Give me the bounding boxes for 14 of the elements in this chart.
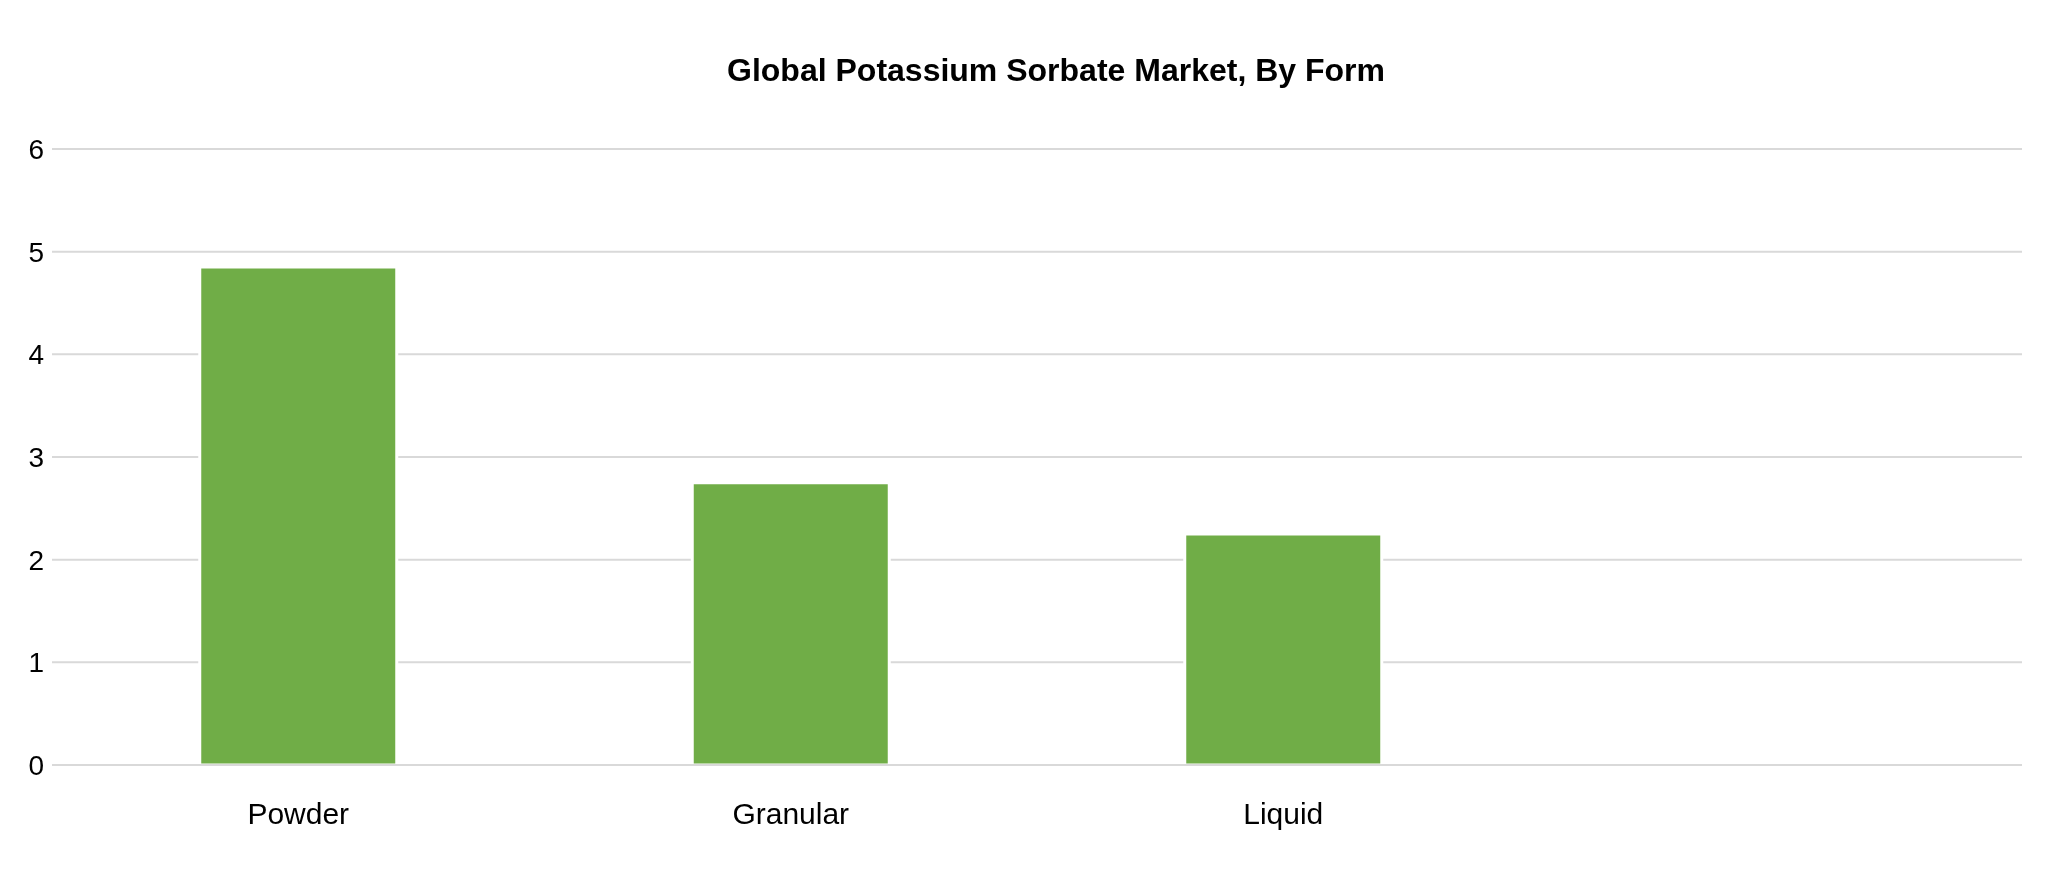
x-tick-label: Powder — [247, 797, 350, 831]
x-tick-label: Granular — [732, 797, 850, 831]
chart-title: Global Potassium Sorbate Market, By Form — [726, 51, 1386, 90]
y-tick-label: 2 — [28, 544, 44, 576]
y-tick-label: 6 — [28, 133, 44, 165]
y-tick-label: 5 — [28, 236, 44, 268]
bar — [690, 481, 891, 765]
y-tick-label: 1 — [28, 647, 44, 679]
y-tick-label: 4 — [28, 339, 44, 371]
bar — [198, 265, 399, 765]
x-tick-label: Liquid — [1243, 797, 1324, 831]
y-tick-label: 3 — [28, 441, 44, 473]
y-tick-label: 0 — [28, 749, 44, 781]
bar — [1183, 532, 1384, 765]
